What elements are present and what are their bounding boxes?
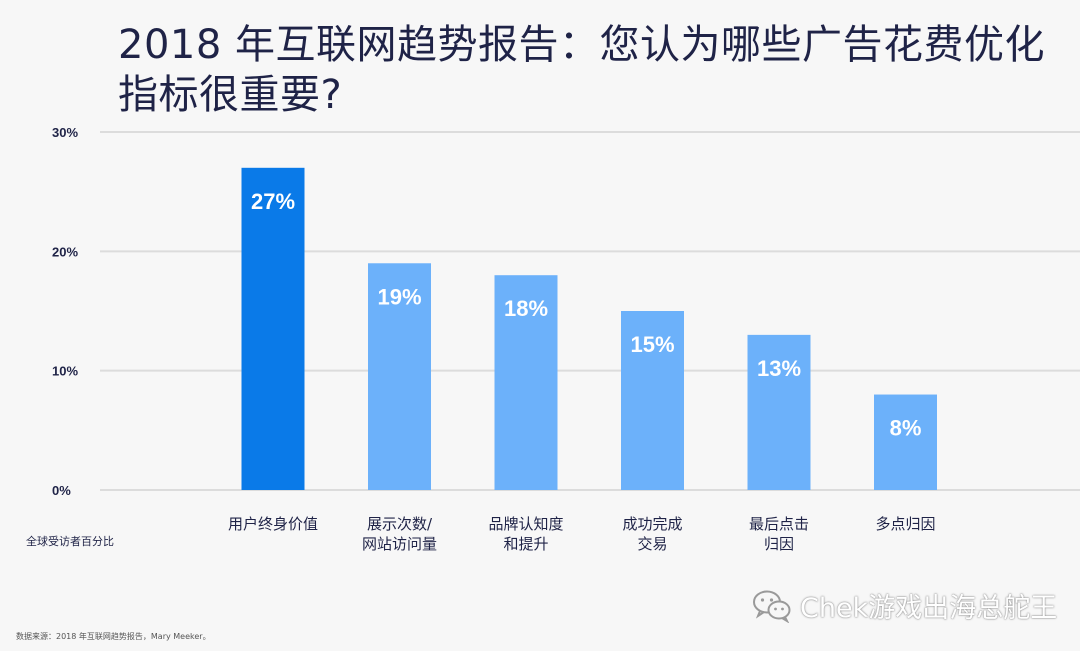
y-tick-label: 10%: [52, 364, 78, 379]
bar-data-label: 15%: [630, 332, 674, 357]
y-tick-label: 30%: [52, 125, 78, 140]
y-tick-label: 0%: [52, 483, 71, 498]
y-axis-ticks: 0% 10% 20% 30%: [52, 125, 78, 498]
bar: [494, 275, 558, 490]
bars: [241, 167, 937, 491]
chart-title: 2018 年互联网趋势报告：您认为哪些广告花费优化指标很重要?: [118, 22, 1046, 118]
y-tick-label: 20%: [52, 244, 78, 259]
bar: [874, 394, 937, 490]
bar: [621, 311, 684, 490]
watermark: Chek游戏出海总舵王: [752, 586, 1057, 625]
wechat-icon: [753, 590, 791, 623]
category-label: 用户终身价值: [228, 515, 318, 533]
y-axis-label: 全球受访者百分比: [26, 535, 114, 548]
category-label: 最后点击归因: [749, 515, 809, 553]
category-label: 成功完成交易: [622, 515, 682, 553]
bar-data-label: 18%: [504, 296, 548, 321]
category-label: 品牌认知度和提升: [488, 515, 563, 553]
bar: [747, 334, 811, 490]
bar-data-label: 19%: [377, 284, 421, 309]
bar-data-label: 13%: [757, 356, 801, 381]
bar-data-label: 27%: [251, 189, 295, 214]
bar-data-label: 8%: [890, 416, 922, 441]
source-note: 数据来源：2018 年互联网趋势报告，Mary Meeker。: [16, 632, 211, 641]
category-label: 展示次数/网站访问量: [362, 515, 437, 553]
category-labels: 用户终身价值 展示次数/网站访问量 品牌认知度和提升 成功完成交易 最后点击归因 多点归因: [228, 515, 936, 553]
bar: [241, 167, 305, 491]
bar-data-labels: 27% 19% 18% 15% 13% 8%: [251, 189, 921, 441]
category-label: 多点归因: [875, 515, 935, 533]
bar: [368, 263, 431, 490]
watermark-text: Chek游戏出海总舵王: [800, 593, 1058, 624]
